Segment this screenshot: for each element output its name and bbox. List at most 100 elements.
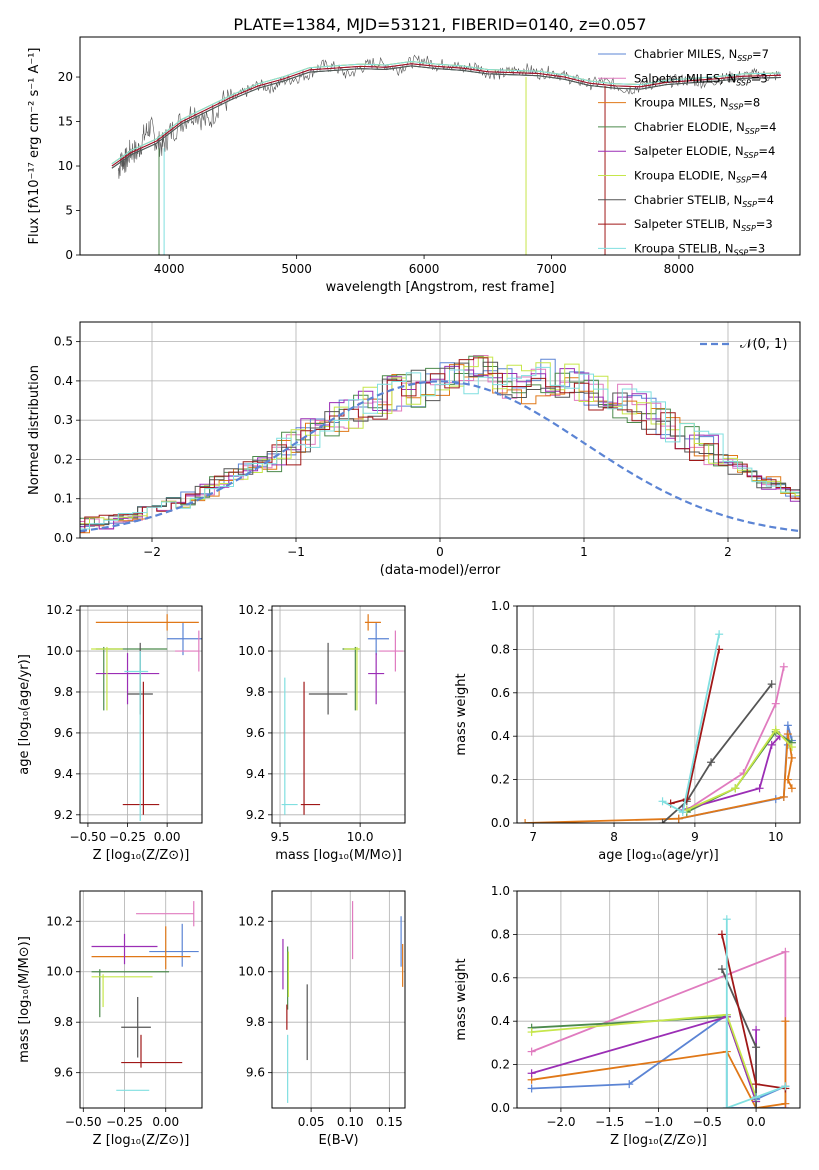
spectrum-model-7 xyxy=(111,63,781,167)
massweight-vs-age-marker-2-3 xyxy=(783,730,792,739)
massweight-vs-age-marker-1-3 xyxy=(779,662,788,671)
age-vs-Z-ytick-label: 9.8 xyxy=(54,685,73,699)
massweight-vs-Z-ytick-label: 0.4 xyxy=(491,1014,510,1028)
spectrum-xlabel: wavelength [Angstrom, rest frame] xyxy=(326,280,555,295)
massweight-vs-age-ytick-label: 1.0 xyxy=(491,599,510,613)
massweight-vs-age-ytick-label: 0.0 xyxy=(491,816,510,830)
massweight-vs-age-line-1 xyxy=(686,666,785,811)
legend-label-8: Kroupa STELIB, NSSP=3 xyxy=(634,241,765,257)
massweight-vs-age-marker-1-2 xyxy=(771,699,780,708)
massweight-vs-Z-marker-0-1 xyxy=(625,1080,634,1089)
massweight-vs-age-frame xyxy=(516,605,801,824)
massweight-vs-age-line-2 xyxy=(525,733,793,823)
residuals-xtick-label: 1 xyxy=(580,545,588,559)
residual-hist-4 xyxy=(80,365,800,530)
mass-vs-Z-ytick-label: 9.8 xyxy=(54,1015,73,1029)
massweight-vs-Z-xtick-label: −1.0 xyxy=(644,1115,673,1129)
massweight-vs-Z-marker-5-0 xyxy=(527,1028,536,1037)
massweight-vs-age-xtick-label: 7 xyxy=(529,830,537,844)
mass-vs-EBV-xtick-label: 0.15 xyxy=(376,1115,403,1129)
legend-label-1: Salpeter MILES, NSSP=3 xyxy=(634,71,768,87)
massweight-vs-age-marker-8-0 xyxy=(658,797,667,806)
massweight-vs-Z-ytick-label: 0.8 xyxy=(491,927,510,941)
age-vs-mass-xtick-label: 10.0 xyxy=(347,830,374,844)
massweight-vs-Z-line-7 xyxy=(721,934,786,1090)
age-vs-mass-ytick-label: 9.6 xyxy=(246,726,265,740)
residual-hist-2 xyxy=(80,364,800,534)
age-vs-mass-data-area xyxy=(272,606,405,823)
massweight-vs-age-marker-4-2 xyxy=(767,740,776,749)
spectrum-ytick-label: 0 xyxy=(65,248,73,262)
residuals-xtick-label: 0 xyxy=(436,545,444,559)
massweight-vs-Z-ytick-label: 0.2 xyxy=(491,1058,510,1072)
residuals-ytick-label: 0.3 xyxy=(54,413,73,427)
age-vs-Z-data-area xyxy=(80,606,202,823)
age-vs-Z-ytick-label: 10.2 xyxy=(46,603,73,617)
spectrum-model-6 xyxy=(111,65,781,169)
massweight-vs-Z-ytick-label: 0.0 xyxy=(491,1101,510,1115)
massweight-vs-Z-frame xyxy=(516,890,801,1109)
massweight-vs-age-marker-2-5 xyxy=(783,775,792,784)
residuals-ytick-label: 0.1 xyxy=(54,492,73,506)
age-vs-Z-ylabel: age [log₁₀(age/yr)] xyxy=(17,654,32,775)
age-vs-Z-plot xyxy=(76,605,203,827)
gaussian-curve xyxy=(80,380,800,533)
massweight-vs-age-ytick-label: 0.2 xyxy=(491,773,510,787)
mass-vs-EBV-xtick-label: 0.05 xyxy=(298,1115,325,1129)
mass-vs-Z-ytick-label: 9.6 xyxy=(54,1066,73,1080)
residuals-ylabel: Normed distribution xyxy=(27,365,42,495)
age-vs-Z-errorbar-4 xyxy=(95,653,160,705)
age-vs-mass-errorbar-0 xyxy=(368,622,389,656)
mass-vs-Z-errorbar-2 xyxy=(91,926,191,970)
massweight-vs-age-xtick-label: 9 xyxy=(691,830,699,844)
age-vs-mass-ytick-label: 9.2 xyxy=(246,808,265,822)
mass-vs-Z-errorbar-7 xyxy=(121,1034,183,1068)
massweight-vs-age-line-8 xyxy=(662,634,720,814)
spectrum-data-trace xyxy=(117,54,781,179)
age-vs-mass-ytick-label: 10.2 xyxy=(238,603,265,617)
mass-vs-EBV-xlabel: E(B-V) xyxy=(318,1133,358,1148)
massweight-vs-age-line-5 xyxy=(686,728,793,811)
massweight-vs-age-xtick-label: 10 xyxy=(768,830,783,844)
massweight-vs-age-line-4 xyxy=(682,735,781,811)
mass-vs-Z-xtick-label: 0.00 xyxy=(152,1115,179,1129)
mass-vs-Z-xtick-label: −0.25 xyxy=(106,1115,143,1129)
spectrum-plot: Chabrier MILES, NSSP=7 Salpeter MILES, NS… xyxy=(76,36,801,259)
massweight-vs-age-marker-4-1 xyxy=(755,784,764,793)
age-vs-mass-xlabel: mass [log₁₀(M/M⊙)] xyxy=(275,848,402,863)
massweight-vs-age-ylabel: mass weight xyxy=(454,673,469,755)
spectrum-xtick-label: 8000 xyxy=(664,262,695,276)
massweight-vs-Z-xtick-label: −1.5 xyxy=(595,1115,624,1129)
spectrum-frame xyxy=(79,36,801,256)
residuals-plot xyxy=(76,321,801,542)
massweight-vs-age-ytick-label: 0.6 xyxy=(491,686,510,700)
residuals-ytick-label: 0.5 xyxy=(54,335,73,349)
massweight-vs-age-marker-5-2 xyxy=(771,725,780,734)
spectrum-ylabel: Flux [fλ10⁻¹⁷ erg cm⁻² s⁻¹ A⁻¹] xyxy=(27,48,42,245)
mass-vs-Z-errorbar-0 xyxy=(149,923,199,967)
legend-label-0: Chabrier MILES, NSSP=7 xyxy=(634,47,769,63)
age-vs-mass-errorbar-5 xyxy=(344,646,361,711)
residuals-ytick-label: 0.4 xyxy=(54,374,73,388)
residuals-xtick-label: −2 xyxy=(143,545,161,559)
spectrum-data-area xyxy=(111,54,781,255)
mass-vs-Z-frame xyxy=(79,890,203,1109)
age-vs-Z-ytick-label: 9.2 xyxy=(54,808,73,822)
age-vs-Z-ytick-label: 9.4 xyxy=(54,767,73,781)
massweight-vs-Z-xtick-label: −0.5 xyxy=(693,1115,722,1129)
massweight-vs-Z-line-2 xyxy=(531,1021,787,1108)
age-vs-Z-errorbar-8 xyxy=(124,651,149,821)
massweight-vs-age-marker-8-1 xyxy=(678,808,687,817)
mass-vs-Z-ytick-label: 10.2 xyxy=(46,914,73,928)
massweight-vs-age-marker-6-0 xyxy=(658,819,667,823)
mass-vs-EBV-frame xyxy=(271,890,406,1109)
massweight-vs-Z-xlabel: Z [log₁₀(Z/Z⊙)] xyxy=(610,1133,707,1148)
massweight-vs-age-plot xyxy=(513,605,801,827)
age-vs-mass-errorbar-4 xyxy=(368,653,385,705)
age-vs-Z-errorbar-0 xyxy=(167,622,202,656)
age-vs-Z-errorbar-1 xyxy=(175,630,200,672)
age-vs-mass-ytick-label: 10.0 xyxy=(238,644,265,658)
mass-vs-Z-errorbar-1 xyxy=(136,901,195,927)
residuals-ytick-label: 0.0 xyxy=(54,531,73,545)
massweight-vs-age-ytick-label: 0.8 xyxy=(491,642,510,656)
